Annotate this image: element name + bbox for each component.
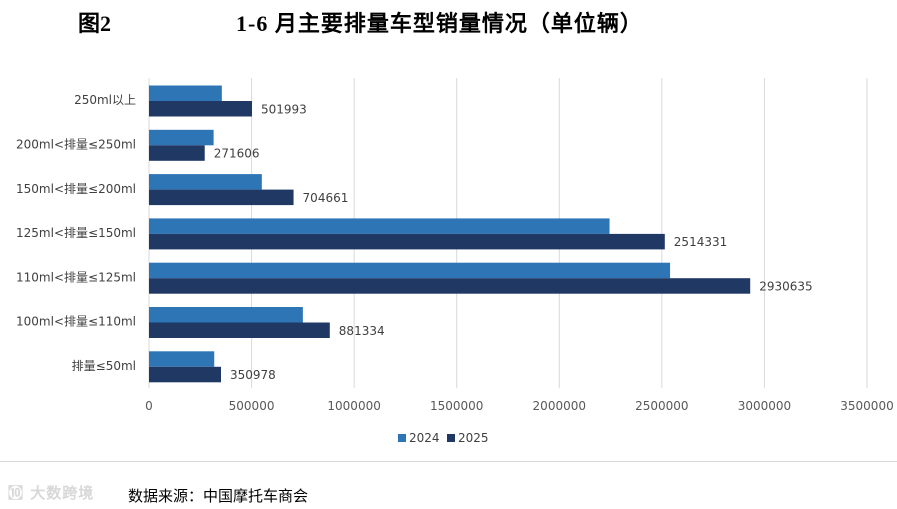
bar-2024 bbox=[149, 307, 303, 323]
bar-2024 bbox=[149, 262, 671, 279]
category-label: 110ml<排量≤125ml bbox=[16, 270, 136, 284]
x-tick-label: 3000000 bbox=[738, 399, 791, 413]
bar-2025 bbox=[149, 145, 205, 161]
watermark: ㉈ 大数跨境 bbox=[8, 484, 95, 502]
category-label: 200ml<排量≤250ml bbox=[16, 137, 136, 151]
data-label: 501993 bbox=[261, 102, 307, 116]
bar-2024 bbox=[149, 129, 214, 146]
data-label: 2930635 bbox=[759, 279, 812, 293]
category-label: 125ml<排量≤150ml bbox=[16, 226, 136, 240]
x-tick-label: 1000000 bbox=[327, 399, 380, 413]
x-tick-label: 2000000 bbox=[533, 399, 586, 413]
x-tick-label: 2500000 bbox=[635, 399, 688, 413]
x-tick-label: 1500000 bbox=[430, 399, 483, 413]
bar-2024 bbox=[149, 174, 262, 190]
category-label: 250ml以上 bbox=[74, 93, 136, 107]
category-label: 150ml<排量≤200ml bbox=[16, 182, 136, 196]
legend-label: 2025 bbox=[458, 431, 489, 445]
x-tick-label: 3500000 bbox=[840, 399, 893, 413]
bar-2025 bbox=[149, 101, 252, 117]
data-label: 2514331 bbox=[674, 235, 727, 249]
legend-label: 2024 bbox=[409, 431, 440, 445]
bar-2025 bbox=[149, 233, 665, 250]
category-label: 100ml<排量≤110ml bbox=[16, 315, 136, 329]
category-label: 排量≤50ml bbox=[72, 359, 136, 373]
data-label: 350978 bbox=[230, 368, 276, 382]
data-label: 271606 bbox=[214, 147, 260, 161]
bar-chart: 0 500000 1000000 1500000 2000000 2500000 30000… bbox=[0, 78, 897, 462]
data-label: 881334 bbox=[339, 324, 385, 338]
bar-2025 bbox=[149, 366, 222, 383]
chart-title: 1-6 月主要排量车型销量情况（单位辆） bbox=[236, 11, 643, 36]
figure-label: 图2 bbox=[78, 11, 112, 36]
bar-2024 bbox=[149, 218, 610, 234]
source-note: 数据来源：中国摩托车商会 bbox=[128, 487, 309, 505]
bar-2025 bbox=[149, 278, 751, 294]
bar-2024 bbox=[149, 85, 222, 101]
legend-swatch bbox=[447, 434, 455, 442]
bar-2024 bbox=[149, 351, 215, 367]
x-tick-label: 0 bbox=[145, 399, 153, 413]
x-tick-label: 500000 bbox=[229, 399, 275, 413]
bar-2025 bbox=[149, 189, 294, 206]
data-label: 704661 bbox=[303, 191, 349, 205]
legend-swatch bbox=[398, 434, 406, 442]
bar-2025 bbox=[149, 322, 330, 338]
